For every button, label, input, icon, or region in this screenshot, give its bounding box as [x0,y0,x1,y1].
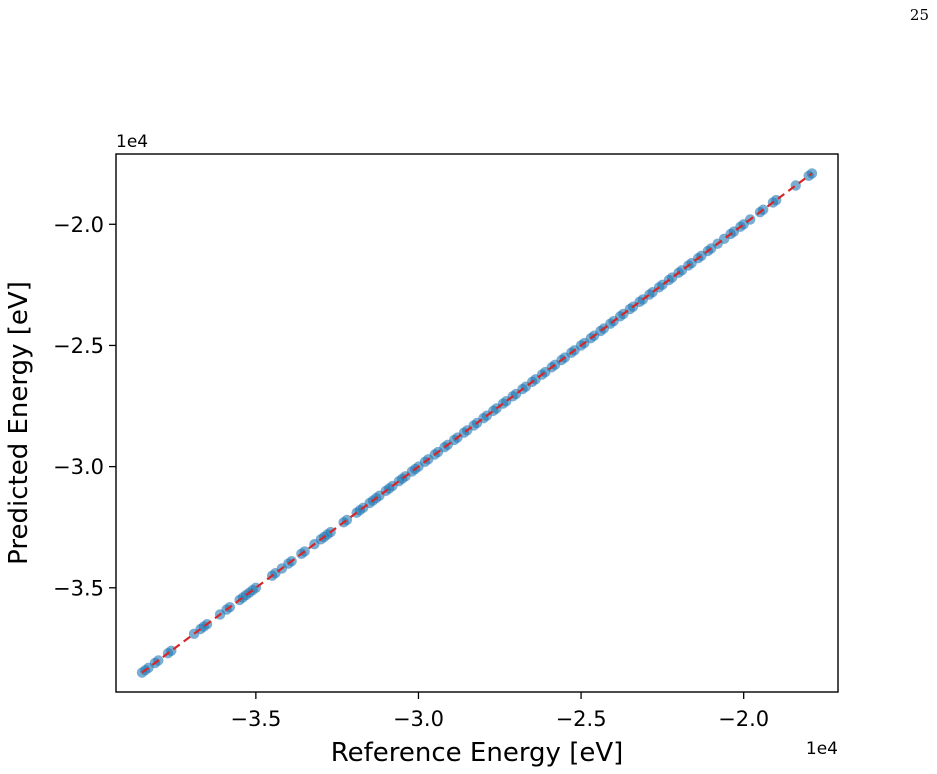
y-tick-label: −3.5 [53,576,104,600]
reference-line [141,172,813,674]
page-number: 25 [909,6,929,24]
x-tick-label: −2.0 [718,707,769,731]
x-axis-offset-label: 1e4 [806,739,838,759]
y-tick-label: −2.0 [53,213,104,237]
x-axis-ticks: −3.5 −3.0 −2.5 −2.0 [230,692,769,731]
y-axis-ticks: −3.5 −3.0 −2.5 −2.0 [53,213,116,600]
y-axis-offset-label: 1e4 [116,132,148,152]
y-axis-label: Predicted Energy [eV] [4,281,34,565]
chart-marks [136,168,818,678]
x-tick-label: −3.0 [393,707,444,731]
y-tick-label: −2.5 [53,334,104,358]
x-tick-label: −2.5 [556,707,607,731]
x-tick-label: −3.5 [230,707,281,731]
x-axis-label: Reference Energy [eV] [331,738,624,768]
plot-frame [115,153,839,693]
y-tick-label: −3.0 [53,455,104,479]
